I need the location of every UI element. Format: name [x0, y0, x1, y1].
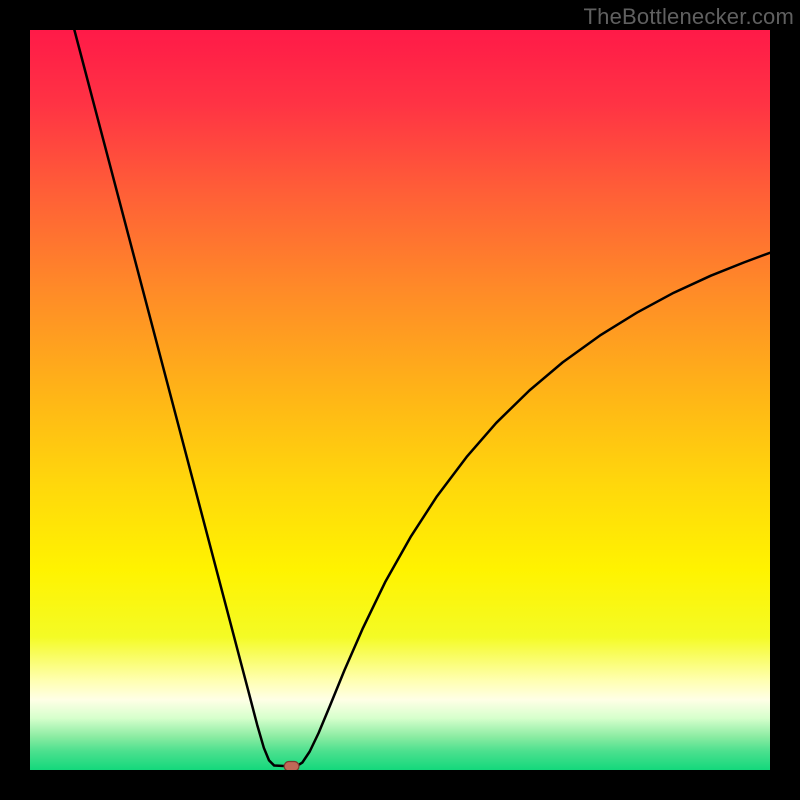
- plot-area: [30, 30, 770, 770]
- optimal-point-marker: [284, 761, 299, 770]
- watermark-label: TheBottlenecker.com: [584, 0, 800, 32]
- chart-root: TheBottlenecker.com: [0, 0, 800, 800]
- chart-svg: [30, 30, 770, 770]
- chart-background: [30, 30, 770, 770]
